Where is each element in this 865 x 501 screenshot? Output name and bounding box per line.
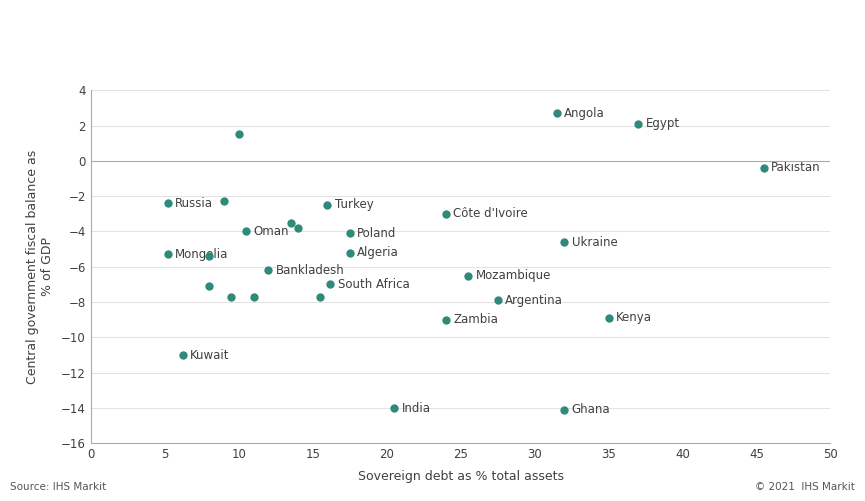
Text: Kenya: Kenya: [616, 312, 652, 325]
Text: Zambia: Zambia: [453, 313, 498, 326]
Text: Oman: Oman: [253, 225, 289, 238]
Text: Argentina: Argentina: [505, 294, 563, 307]
Text: Sovereign debt holdings and fiscal balances: Sovereign debt holdings and fiscal balan…: [10, 19, 375, 34]
Text: Ghana: Ghana: [572, 403, 610, 416]
Text: Source: IHS Markit: Source: IHS Markit: [10, 482, 106, 492]
Text: Côte d'Ivoire: Côte d'Ivoire: [453, 207, 528, 220]
Text: Pakistan: Pakistan: [772, 161, 821, 174]
Text: © 2021  IHS Markit: © 2021 IHS Markit: [755, 482, 855, 492]
Text: Algeria: Algeria: [357, 246, 399, 259]
Text: India: India: [401, 402, 431, 414]
Text: Turkey: Turkey: [335, 198, 374, 211]
Text: South Africa: South Africa: [338, 278, 410, 291]
Text: Mongolia: Mongolia: [175, 248, 228, 261]
X-axis label: Sovereign debt as % total assets: Sovereign debt as % total assets: [357, 469, 564, 482]
Text: Ukraine: Ukraine: [572, 235, 618, 248]
Text: Poland: Poland: [357, 227, 396, 239]
Text: Bankladesh: Bankladesh: [276, 264, 344, 277]
Text: Angola: Angola: [564, 107, 605, 120]
Text: Egypt: Egypt: [645, 117, 680, 130]
Y-axis label: Central government fiscal balance as
% of GDP: Central government fiscal balance as % o…: [26, 150, 54, 384]
Text: Mozambique: Mozambique: [476, 269, 551, 282]
Text: Kuwait: Kuwait: [190, 349, 229, 362]
Text: Russia: Russia: [175, 197, 213, 210]
